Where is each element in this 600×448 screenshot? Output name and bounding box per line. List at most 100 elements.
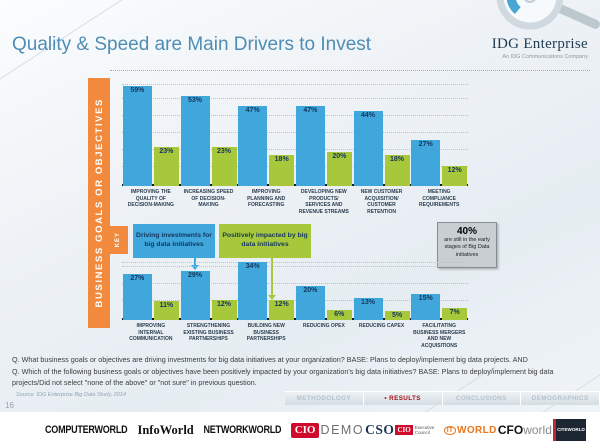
logo-demo: DEMO: [320, 423, 365, 437]
title-divider: [110, 70, 590, 71]
category-label: IMPROVING THE QUALITY OF DECISION-MAKING: [127, 189, 174, 208]
bar-driving-investments: 13%: [353, 298, 383, 320]
bar-value-label: 12%: [447, 167, 462, 174]
bar-value-label: 27%: [418, 141, 433, 148]
bar-value-label: 27%: [130, 275, 145, 282]
bar-positively-impacted: 23%: [153, 147, 179, 186]
bar-value-label: 15%: [418, 295, 433, 302]
nav-tab-conclusions[interactable]: CONCLUSIONS: [443, 392, 522, 405]
logo-cso: CSO: [365, 422, 395, 437]
bar-driving-investments: 47%: [238, 106, 268, 186]
bar-value-label: 47%: [303, 107, 318, 114]
gridline: [122, 300, 468, 301]
bar-positively-impacted: 6%: [326, 310, 352, 320]
logo-networkworld: NETWORKWORLD: [203, 424, 282, 436]
bar-value-label: 18%: [390, 156, 405, 163]
idg-logo-tagline: An IDG Communications Company: [502, 54, 588, 60]
logo-citeworld: CITEWORLD: [552, 419, 586, 441]
bar-positively-impacted: 12%: [269, 300, 295, 320]
bar-value-label: 12%: [216, 301, 231, 308]
question-text: Q. What business goals or objectives are…: [12, 354, 592, 389]
category-label: IMPROVING PLANNING AND FORECASTING: [247, 189, 286, 208]
nav-bar: METHODOLOGYRESULTSCONCLUSIONSDEMOGRAPHIC…: [285, 391, 600, 405]
gridline: [122, 115, 468, 116]
stopwatch-graphic: [496, 0, 600, 30]
bar-value-label: 23%: [216, 148, 231, 155]
gridline: [122, 98, 468, 99]
legend-driving-investments: Driving investments for big data initiat…: [133, 224, 215, 258]
category-label: IMPROVING INTERNAL COMMUNICATION: [129, 323, 173, 342]
logo-cio: CIO: [290, 422, 320, 438]
bar-driving-investments: 59%: [122, 86, 152, 186]
bar-value-label: 23%: [159, 148, 174, 155]
bar-value-label: 13%: [361, 299, 376, 306]
question: Q. Which of the following business goals…: [12, 367, 554, 388]
page-number: 16: [5, 401, 14, 410]
legend-positively-impacted: Positively impacted by big data initiati…: [219, 224, 311, 258]
legend-arrow-blue: [191, 258, 199, 270]
bar-group: 13% 5% REDUCING CAPEX: [353, 262, 411, 349]
bar-driving-investments: 20%: [295, 286, 325, 320]
bar-group: 44% 18% NEW CUSTOMER ACQUISITION/ CUSTOMER…: [353, 84, 411, 215]
footer-logos: COMPUTERWORLD InfoWorld NETWORKWORLD CIO DEM…: [0, 412, 600, 448]
bar-driving-investments: 15%: [411, 294, 441, 320]
bar-value-label: 59%: [130, 87, 145, 94]
logo-itworld: IT WORLD: [443, 425, 497, 436]
bar-driving-investments: 34%: [238, 262, 268, 320]
bar-driving-investments: 53%: [180, 96, 210, 186]
bar-value-label: 34%: [245, 263, 260, 270]
bar-positively-impacted: 20%: [326, 152, 352, 186]
chart-bottom: 27% 11% IMPROVING INTERNAL COMMUNICATION 29…: [122, 262, 468, 349]
bar-value-label: 12%: [274, 301, 289, 308]
logo-cfoworld: CFOworld: [497, 423, 552, 437]
axis-label-bar: BUSINESS GOALS OR OBJECTIVES: [88, 78, 110, 328]
nav-tab-methodology[interactable]: METHODOLOGY: [285, 392, 364, 405]
logo-computerworld: COMPUTERWORLD: [45, 424, 128, 436]
bar-value-label: 20%: [303, 287, 318, 294]
page-title: Quality & Speed are Main Drivers to Inve…: [12, 34, 372, 55]
bar-driving-investments: 44%: [353, 111, 383, 186]
bar-value-label: 47%: [245, 107, 260, 114]
category-label: REDUCING CAPEX: [358, 323, 405, 329]
bar-value-label: 53%: [187, 97, 202, 104]
nav-tab-demographics[interactable]: DEMOGRAPHICS: [521, 392, 600, 405]
nav-tab-results[interactable]: RESULTS: [364, 392, 443, 405]
bar-positively-impacted: 12%: [211, 300, 237, 320]
chart-grid: [122, 262, 468, 320]
bar-value-label: 44%: [361, 112, 376, 119]
bar-driving-investments: 27%: [122, 274, 152, 320]
legend-arrow-green: [268, 258, 276, 300]
chart-groups: 27% 11% IMPROVING INTERNAL COMMUNICATION 29…: [122, 262, 468, 349]
logo-infoworld: InfoWorld: [137, 422, 194, 437]
gridline: [122, 149, 468, 150]
bar-group: 47% 18% IMPROVING PLANNING AND FORECASTING: [237, 84, 295, 215]
bar-positively-impacted: 18%: [269, 155, 295, 186]
category-label: FACILITATING BUSINESS MERGERS AND NEW AC…: [413, 323, 466, 349]
chart-top: 59% 23% IMPROVING THE QUALITY OF DECISION-…: [122, 84, 468, 215]
bar-driving-investments: 29%: [180, 271, 210, 320]
bar-positively-impacted: 12%: [442, 166, 468, 186]
bar-value-label: 6%: [334, 311, 345, 318]
legend-key-label: KEY: [115, 232, 122, 248]
bar-driving-investments: 27%: [411, 140, 441, 186]
idg-enterprise-logo: IDG Enterprise An IDG Communications Com…: [492, 36, 588, 60]
bar-value-label: 7%: [449, 309, 460, 316]
category-label: INCREASING SPEED OF DECISION-MAKING: [183, 189, 234, 208]
stat-callout: 40% are still in the early stages of Big…: [437, 222, 497, 268]
bar-positively-impacted: 11%: [153, 301, 179, 320]
bar-group: 34% 12% BUILDING NEW BUSINESS PARTNERSHIPS: [237, 262, 295, 349]
gridline: [122, 283, 468, 284]
legend-key-tag: KEY: [110, 226, 128, 254]
bar-group: 29% 12% STRENGTHENING EXISTING BUSINESS PA…: [180, 262, 238, 349]
category-label: BUILDING NEW BUSINESS PARTNERSHIPS: [246, 323, 286, 342]
bar-group: 53% 23% INCREASING SPEED OF DECISION-MAKIN…: [180, 84, 238, 215]
bar-positively-impacted: 18%: [384, 155, 410, 186]
bar-value-label: 29%: [187, 272, 202, 279]
gridline: [122, 132, 468, 133]
gridline: [122, 166, 468, 167]
logo-cio-executive-council: CIO Executive Council: [395, 424, 435, 435]
question: Q. What business goals or objectives are…: [12, 355, 528, 364]
bar-value-label: 20%: [332, 153, 347, 160]
category-label: STRENGTHENING EXISTING BUSINESS PARTNERS…: [183, 323, 234, 342]
